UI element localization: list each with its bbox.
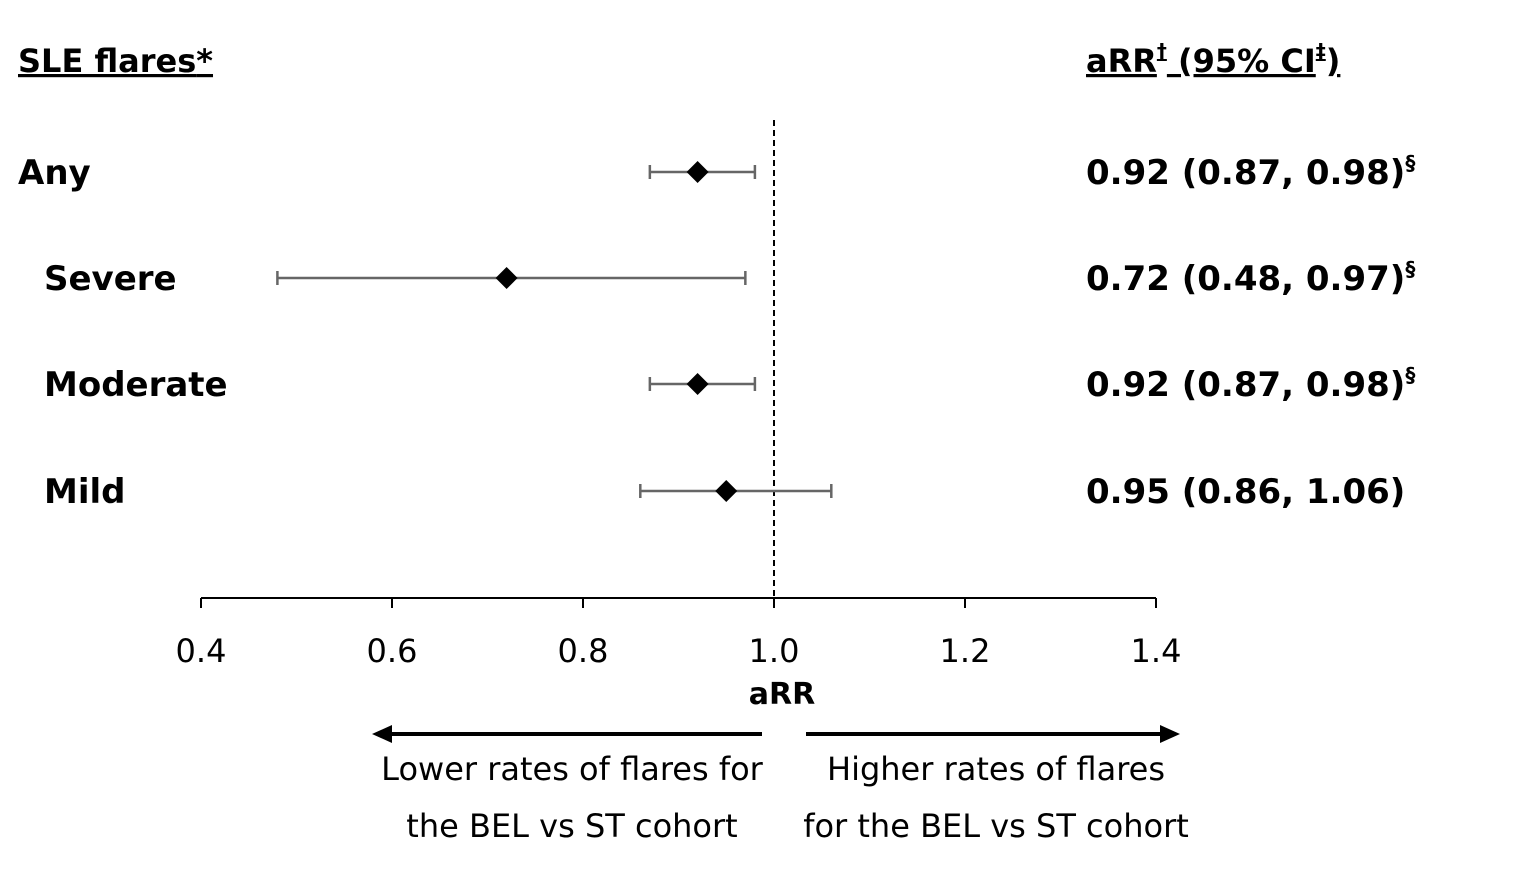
right-header: aRR† (95% CI‡) [1086, 39, 1340, 80]
right-note-line-1: Higher rates of flares [827, 750, 1165, 788]
x-tick-label: 1.4 [1131, 632, 1182, 670]
row-value: 0.95 (0.86, 1.06) [1086, 472, 1405, 512]
estimate-marker [715, 480, 738, 502]
x-axis: 0.4 0.6 0.8 1.0 1.2 1.4 [176, 597, 1182, 670]
row-label: Mild [44, 472, 125, 512]
x-tick-label: 0.8 [558, 632, 609, 670]
x-tick-label: 0.6 [367, 632, 418, 670]
x-tick-label: 1.2 [940, 632, 991, 670]
left-header: SLE flares* [18, 42, 213, 80]
right-arrow [806, 725, 1180, 743]
row-label: Moderate [44, 365, 228, 405]
row-value: 0.92 (0.87, 0.98)§ [1086, 151, 1415, 193]
x-axis-title: aRR [749, 677, 815, 712]
row-label: Any [18, 153, 91, 193]
estimate-marker [686, 161, 709, 183]
estimate-marker [686, 373, 709, 395]
estimate-marker [495, 267, 518, 289]
row-value: 0.72 (0.48, 0.97)§ [1086, 257, 1415, 299]
left-note-line-2: the BEL vs ST cohort [406, 807, 737, 845]
row-label: Severe [44, 259, 177, 299]
x-tick-label: 0.4 [176, 632, 227, 670]
row-value: 0.92 (0.87, 0.98)§ [1086, 363, 1415, 405]
right-note-line-2: for the BEL vs ST cohort [803, 807, 1189, 845]
left-note-line-1: Lower rates of flares for [381, 750, 763, 788]
rows: Any 0.92 (0.87, 0.98)§ Severe 0.72 (0.48, 0… [18, 151, 1415, 512]
left-arrow [372, 725, 762, 743]
x-tick-label: 1.0 [749, 632, 800, 670]
